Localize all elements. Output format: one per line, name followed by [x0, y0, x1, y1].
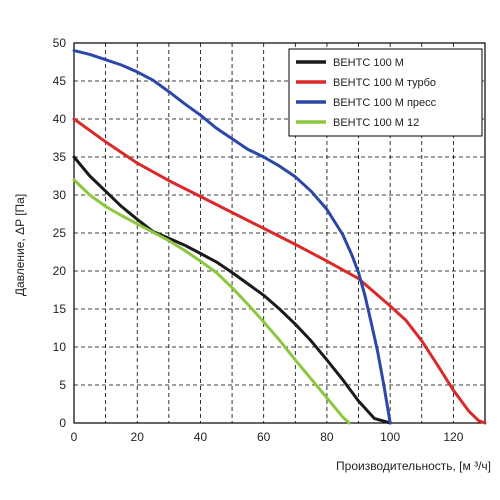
y-tick-label: 25 [53, 226, 67, 240]
y-tick-label: 0 [59, 416, 66, 430]
x-tick-label: 0 [71, 430, 78, 444]
y-tick-label: 50 [53, 36, 67, 50]
y-tick-label: 15 [53, 302, 67, 316]
y-tick-label: 35 [53, 150, 67, 164]
x-tick-label: 80 [320, 430, 334, 444]
x-tick-label: 120 [443, 430, 463, 444]
y-tick-label: 45 [53, 74, 67, 88]
series-line [72, 155, 392, 425]
x-tick-label: 40 [194, 430, 208, 444]
x-axis-title: Производительность, [м ³/ч] [336, 459, 491, 473]
series-lines [72, 49, 487, 425]
x-tick-label: 60 [257, 430, 271, 444]
x-axis-ticks: 0 20 40 60 80 100 120 [71, 430, 464, 444]
series-line [72, 178, 351, 425]
legend-label: ВЕНТС 100 М турбо [333, 77, 436, 89]
y-tick-label: 5 [59, 378, 66, 392]
series-line [72, 117, 487, 425]
legend-label: ВЕНТС 100 М пресс [333, 97, 437, 109]
y-tick-label: 10 [53, 340, 67, 354]
legend-label: ВЕНТС 100 М [333, 57, 404, 69]
legend-label: ВЕНТС 100 М 12 [333, 117, 419, 129]
y-tick-label: 30 [53, 188, 67, 202]
plot-frame [73, 42, 486, 424]
y-tick-label: 20 [53, 264, 67, 278]
y-axis-ticks: 0 5 10 15 20 25 30 35 40 45 50 [53, 36, 67, 430]
x-tick-label: 100 [380, 430, 400, 444]
legend: ВЕНТС 100 М ВЕНТС 100 М турбо ВЕНТС 100 М … [288, 48, 483, 137]
series-line [72, 49, 392, 425]
y-axis-title: Давление, ΔP [Па] [13, 194, 27, 296]
x-tick-label: 20 [131, 430, 145, 444]
y-tick-label: 40 [53, 112, 67, 126]
